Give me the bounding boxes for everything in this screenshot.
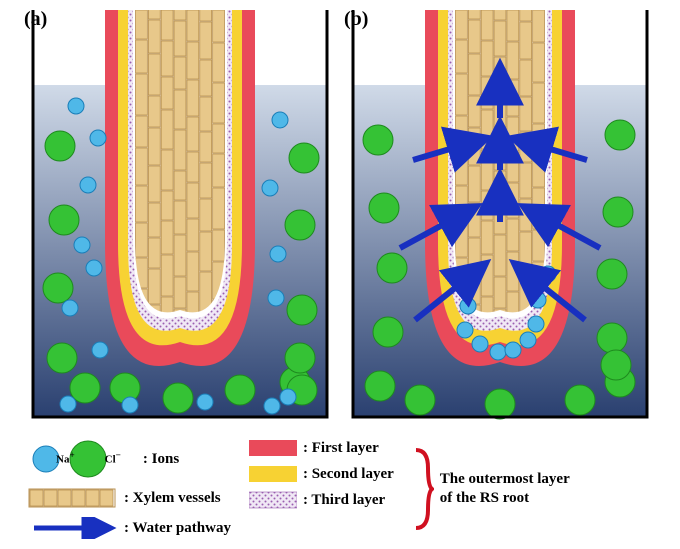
legend-xylem-label: : Xylem vessels xyxy=(124,490,221,507)
panel-b xyxy=(350,10,650,420)
legend-first-label: : First layer xyxy=(303,440,379,457)
legend-water-label: : Water pathway xyxy=(124,520,231,537)
legend-second-icon xyxy=(249,465,297,483)
legend-outer-label: The outermost layer of the RS root xyxy=(440,470,570,509)
legend-arrow-icon xyxy=(28,517,118,539)
legend-first-icon xyxy=(249,439,297,457)
legend-xylem-icon xyxy=(28,487,118,509)
legend-brace-icon xyxy=(412,446,434,532)
legend-na: Na+ xyxy=(56,450,75,466)
legend-ions-label: : Ions xyxy=(143,451,179,468)
legend-second-label: : Second layer xyxy=(303,466,394,483)
panel-a-label: (a) xyxy=(24,8,47,31)
legend-cl: Cl− xyxy=(105,450,121,466)
legend-third-icon xyxy=(249,491,297,509)
legend-third-label: : Third layer xyxy=(303,492,385,509)
panel-b-label: (b) xyxy=(344,8,368,31)
legend: Na+ Cl− : Ions : Xylem vessels : Water p… xyxy=(10,439,670,539)
panel-a xyxy=(30,10,330,420)
